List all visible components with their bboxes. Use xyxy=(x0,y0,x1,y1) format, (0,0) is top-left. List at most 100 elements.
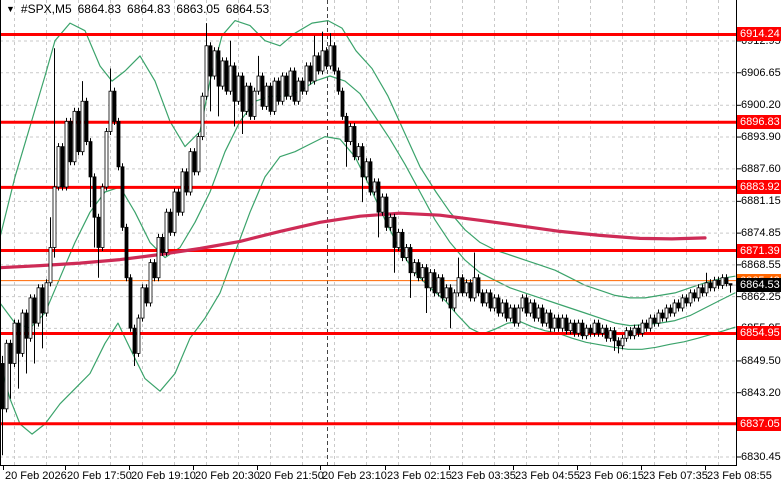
level-price-tag: 6871.39 xyxy=(737,244,781,258)
candle-body xyxy=(644,322,649,329)
candle-body xyxy=(264,85,269,107)
candle-body xyxy=(232,65,237,102)
candle-body xyxy=(416,262,421,279)
candle-body xyxy=(324,50,329,67)
candle-body xyxy=(560,317,565,329)
quote-open: 6864.83 xyxy=(77,2,122,16)
candle-body xyxy=(296,80,301,102)
candle-body xyxy=(212,50,217,77)
candle-body xyxy=(68,121,73,163)
candle-body xyxy=(528,302,533,314)
candle-body xyxy=(372,181,377,193)
price-tick-label: 6893.90 xyxy=(741,131,781,143)
candle-body xyxy=(268,85,273,112)
candle-body xyxy=(540,307,545,324)
price-tick-label: 6868.55 xyxy=(741,259,781,271)
quote-high: 6864.83 xyxy=(127,2,171,16)
candle-body xyxy=(356,146,361,158)
time-tick-label: 20 Feb 19:10 xyxy=(131,470,196,482)
candle-body xyxy=(364,161,369,178)
candle-body xyxy=(60,146,65,188)
candle-body xyxy=(0,363,5,410)
candle-body xyxy=(700,287,705,294)
time-tick-label: 23 Feb 08:55 xyxy=(707,470,772,482)
candle-body xyxy=(308,65,313,82)
candle-body xyxy=(168,211,173,233)
collapse-quote-icon[interactable]: ▼ xyxy=(6,4,15,14)
candle-body xyxy=(316,55,321,72)
candle-body xyxy=(124,226,129,279)
candle-body xyxy=(720,277,725,286)
candle-body xyxy=(432,272,437,294)
candle-body xyxy=(680,297,685,309)
quote-close: 6864.53 xyxy=(225,2,270,16)
candle-body xyxy=(448,287,453,309)
candle-body xyxy=(696,287,701,299)
candle-body xyxy=(12,322,17,364)
candle-body xyxy=(32,297,37,324)
candle-body xyxy=(556,317,561,329)
candle-body xyxy=(452,292,457,309)
candle-body xyxy=(500,302,505,314)
candle-body xyxy=(428,272,433,289)
candle-body xyxy=(24,312,29,339)
candle-body xyxy=(40,287,45,314)
candle-body xyxy=(164,211,169,253)
candle-body xyxy=(180,171,185,213)
candle-body xyxy=(624,330,629,339)
candle-body xyxy=(724,277,729,285)
candle-body xyxy=(328,45,333,67)
candle-body xyxy=(84,100,89,142)
time-tick-label: 23 Feb 04:55 xyxy=(515,470,580,482)
candle-body xyxy=(184,171,189,193)
candle-body xyxy=(20,312,25,354)
candle-body xyxy=(304,65,309,92)
candle-body xyxy=(44,282,49,314)
candle-body xyxy=(620,337,625,347)
price-tick-label: 6862.25 xyxy=(741,291,781,303)
candle-body xyxy=(380,196,385,213)
candle-body xyxy=(260,75,265,107)
candle-body xyxy=(320,50,325,72)
time-tick-label: 23 Feb 02:15 xyxy=(387,470,452,482)
candle-body xyxy=(188,151,193,193)
candle-body xyxy=(216,50,221,87)
candle-body xyxy=(572,322,577,334)
candle-body xyxy=(240,75,245,112)
candle-body xyxy=(616,340,621,347)
candle-body xyxy=(612,330,617,342)
candle-body xyxy=(524,297,529,314)
price-tick-label: 6830.45 xyxy=(741,451,781,463)
price-tick-label: 6906.65 xyxy=(741,67,781,79)
candle-body xyxy=(312,55,317,82)
candle-body xyxy=(516,307,521,324)
candle-body xyxy=(348,126,353,142)
candle-body xyxy=(676,302,681,309)
symbol-period-label: #SPX,M5 xyxy=(20,2,72,16)
candle-body xyxy=(120,166,125,228)
candle-body xyxy=(272,80,277,112)
candle-body xyxy=(568,322,573,332)
time-tick-label: 20 Feb 20:30 xyxy=(195,470,260,482)
candle-body xyxy=(16,322,21,354)
candle-body xyxy=(400,231,405,258)
candle-body xyxy=(704,282,709,294)
candle-body xyxy=(652,317,657,324)
candle-body xyxy=(712,279,717,289)
candle-body xyxy=(592,322,597,334)
candle-body xyxy=(92,176,97,218)
candle-body xyxy=(396,231,401,248)
candle-body xyxy=(360,146,365,178)
candle-body xyxy=(116,121,121,168)
time-tick-label: 20 Feb 23:10 xyxy=(322,470,387,482)
candle-body xyxy=(88,141,93,178)
candle-body xyxy=(532,302,537,319)
candle-body xyxy=(664,307,669,319)
candle-body xyxy=(464,282,469,294)
time-tick-label: 20 Feb 17:50 xyxy=(67,470,132,482)
candle-body xyxy=(512,307,517,324)
candle-body xyxy=(132,327,137,354)
candle-body xyxy=(472,277,477,299)
candle-body xyxy=(596,322,601,334)
